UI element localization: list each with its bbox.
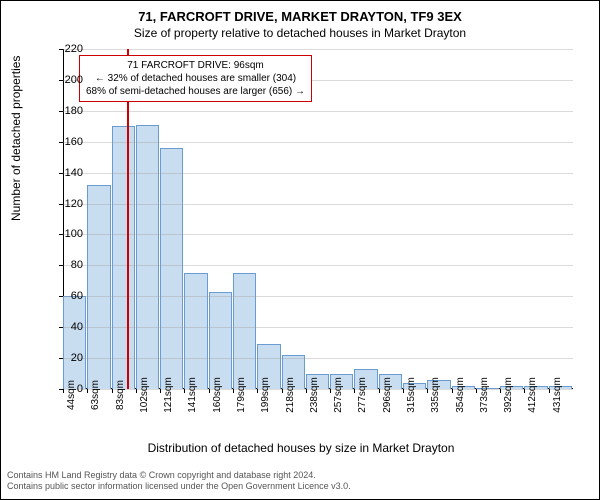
footer-attribution: Contains HM Land Registry data © Crown c… [7, 470, 351, 493]
grid-line [63, 265, 573, 266]
x-tick-label: 160sqm [212, 377, 223, 413]
x-tick-label: 373sqm [479, 377, 490, 413]
x-tick-mark [427, 389, 428, 393]
y-tick-label: 40 [53, 321, 83, 333]
grid-line [63, 358, 573, 359]
annotation-box: 71 FARCROFT DRIVE: 96sqm ← 32% of detach… [79, 55, 312, 102]
x-tick-label: 179sqm [236, 377, 247, 413]
x-tick-label: 392sqm [503, 377, 514, 413]
x-tick-label: 218sqm [285, 377, 296, 413]
grid-line [63, 49, 573, 50]
x-tick-mark [379, 389, 380, 393]
x-tick-mark [524, 389, 525, 393]
x-tick-mark [184, 389, 185, 393]
x-tick-label: 277sqm [357, 377, 368, 413]
title-sub: Size of property relative to detached ho… [1, 24, 599, 44]
x-tick-mark [282, 389, 283, 393]
histogram-bar [160, 148, 183, 389]
histogram-bar [184, 273, 207, 389]
histogram-bar [63, 296, 86, 389]
footer-line1: Contains HM Land Registry data © Crown c… [7, 470, 351, 482]
x-tick-label: 335sqm [430, 377, 441, 413]
y-tick-label: 140 [53, 167, 83, 179]
y-tick-label: 80 [53, 259, 83, 271]
y-tick-label: 160 [53, 136, 83, 148]
annotation-line1: 71 FARCROFT DRIVE: 96sqm [86, 59, 305, 72]
annotation-line3: 68% of semi-detached houses are larger (… [86, 85, 305, 98]
x-tick-label: 83sqm [115, 380, 126, 410]
histogram-bar [136, 125, 159, 389]
x-axis-label: Distribution of detached houses by size … [1, 441, 600, 455]
x-tick-label: 121sqm [163, 377, 174, 413]
x-tick-label: 431sqm [552, 377, 563, 413]
x-tick-mark [209, 389, 210, 393]
y-axis-label: Number of detached properties [9, 56, 23, 221]
grid-line [63, 296, 573, 297]
y-tick-label: 180 [53, 105, 83, 117]
y-tick-label: 200 [53, 74, 83, 86]
y-tick-label: 220 [53, 43, 83, 55]
histogram-bar [209, 292, 232, 389]
x-tick-mark [403, 389, 404, 393]
x-tick-label: 257sqm [333, 377, 344, 413]
y-tick-label: 120 [53, 198, 83, 210]
x-tick-label: 296sqm [382, 377, 393, 413]
histogram-bar [112, 126, 135, 389]
title-main: 71, FARCROFT DRIVE, MARKET DRAYTON, TF9 … [1, 1, 599, 24]
x-tick-mark [354, 389, 355, 393]
x-tick-mark [476, 389, 477, 393]
x-tick-mark [257, 389, 258, 393]
grid-line [63, 173, 573, 174]
grid-line [63, 142, 573, 143]
x-tick-label: 354sqm [455, 377, 466, 413]
x-tick-mark [112, 389, 113, 393]
y-tick-label: 100 [53, 228, 83, 240]
x-tick-mark [160, 389, 161, 393]
x-tick-label: 63sqm [90, 380, 101, 410]
chart-container: 71, FARCROFT DRIVE, MARKET DRAYTON, TF9 … [0, 0, 600, 500]
y-tick-label: 20 [53, 352, 83, 364]
x-tick-mark [452, 389, 453, 393]
x-tick-label: 141sqm [187, 377, 198, 413]
x-tick-label: 238sqm [309, 377, 320, 413]
x-tick-mark [87, 389, 88, 393]
grid-line [63, 234, 573, 235]
histogram-bar [233, 273, 256, 389]
y-tick-label: 60 [53, 290, 83, 302]
x-tick-mark [500, 389, 501, 393]
y-tick-label: 0 [53, 383, 83, 395]
x-tick-label: 199sqm [260, 377, 271, 413]
grid-line [63, 204, 573, 205]
footer-line2: Contains public sector information licen… [7, 481, 351, 493]
x-tick-mark [306, 389, 307, 393]
grid-line [63, 327, 573, 328]
x-tick-label: 102sqm [139, 377, 150, 413]
x-tick-label: 315sqm [406, 377, 417, 413]
x-tick-mark [549, 389, 550, 393]
x-tick-mark [330, 389, 331, 393]
x-tick-mark [233, 389, 234, 393]
annotation-line2: ← 32% of detached houses are smaller (30… [86, 72, 305, 85]
x-tick-mark [136, 389, 137, 393]
chart-plot-area: 71 FARCROFT DRIVE: 96sqm ← 32% of detach… [63, 49, 573, 389]
x-tick-label: 412sqm [527, 377, 538, 413]
grid-line [63, 111, 573, 112]
